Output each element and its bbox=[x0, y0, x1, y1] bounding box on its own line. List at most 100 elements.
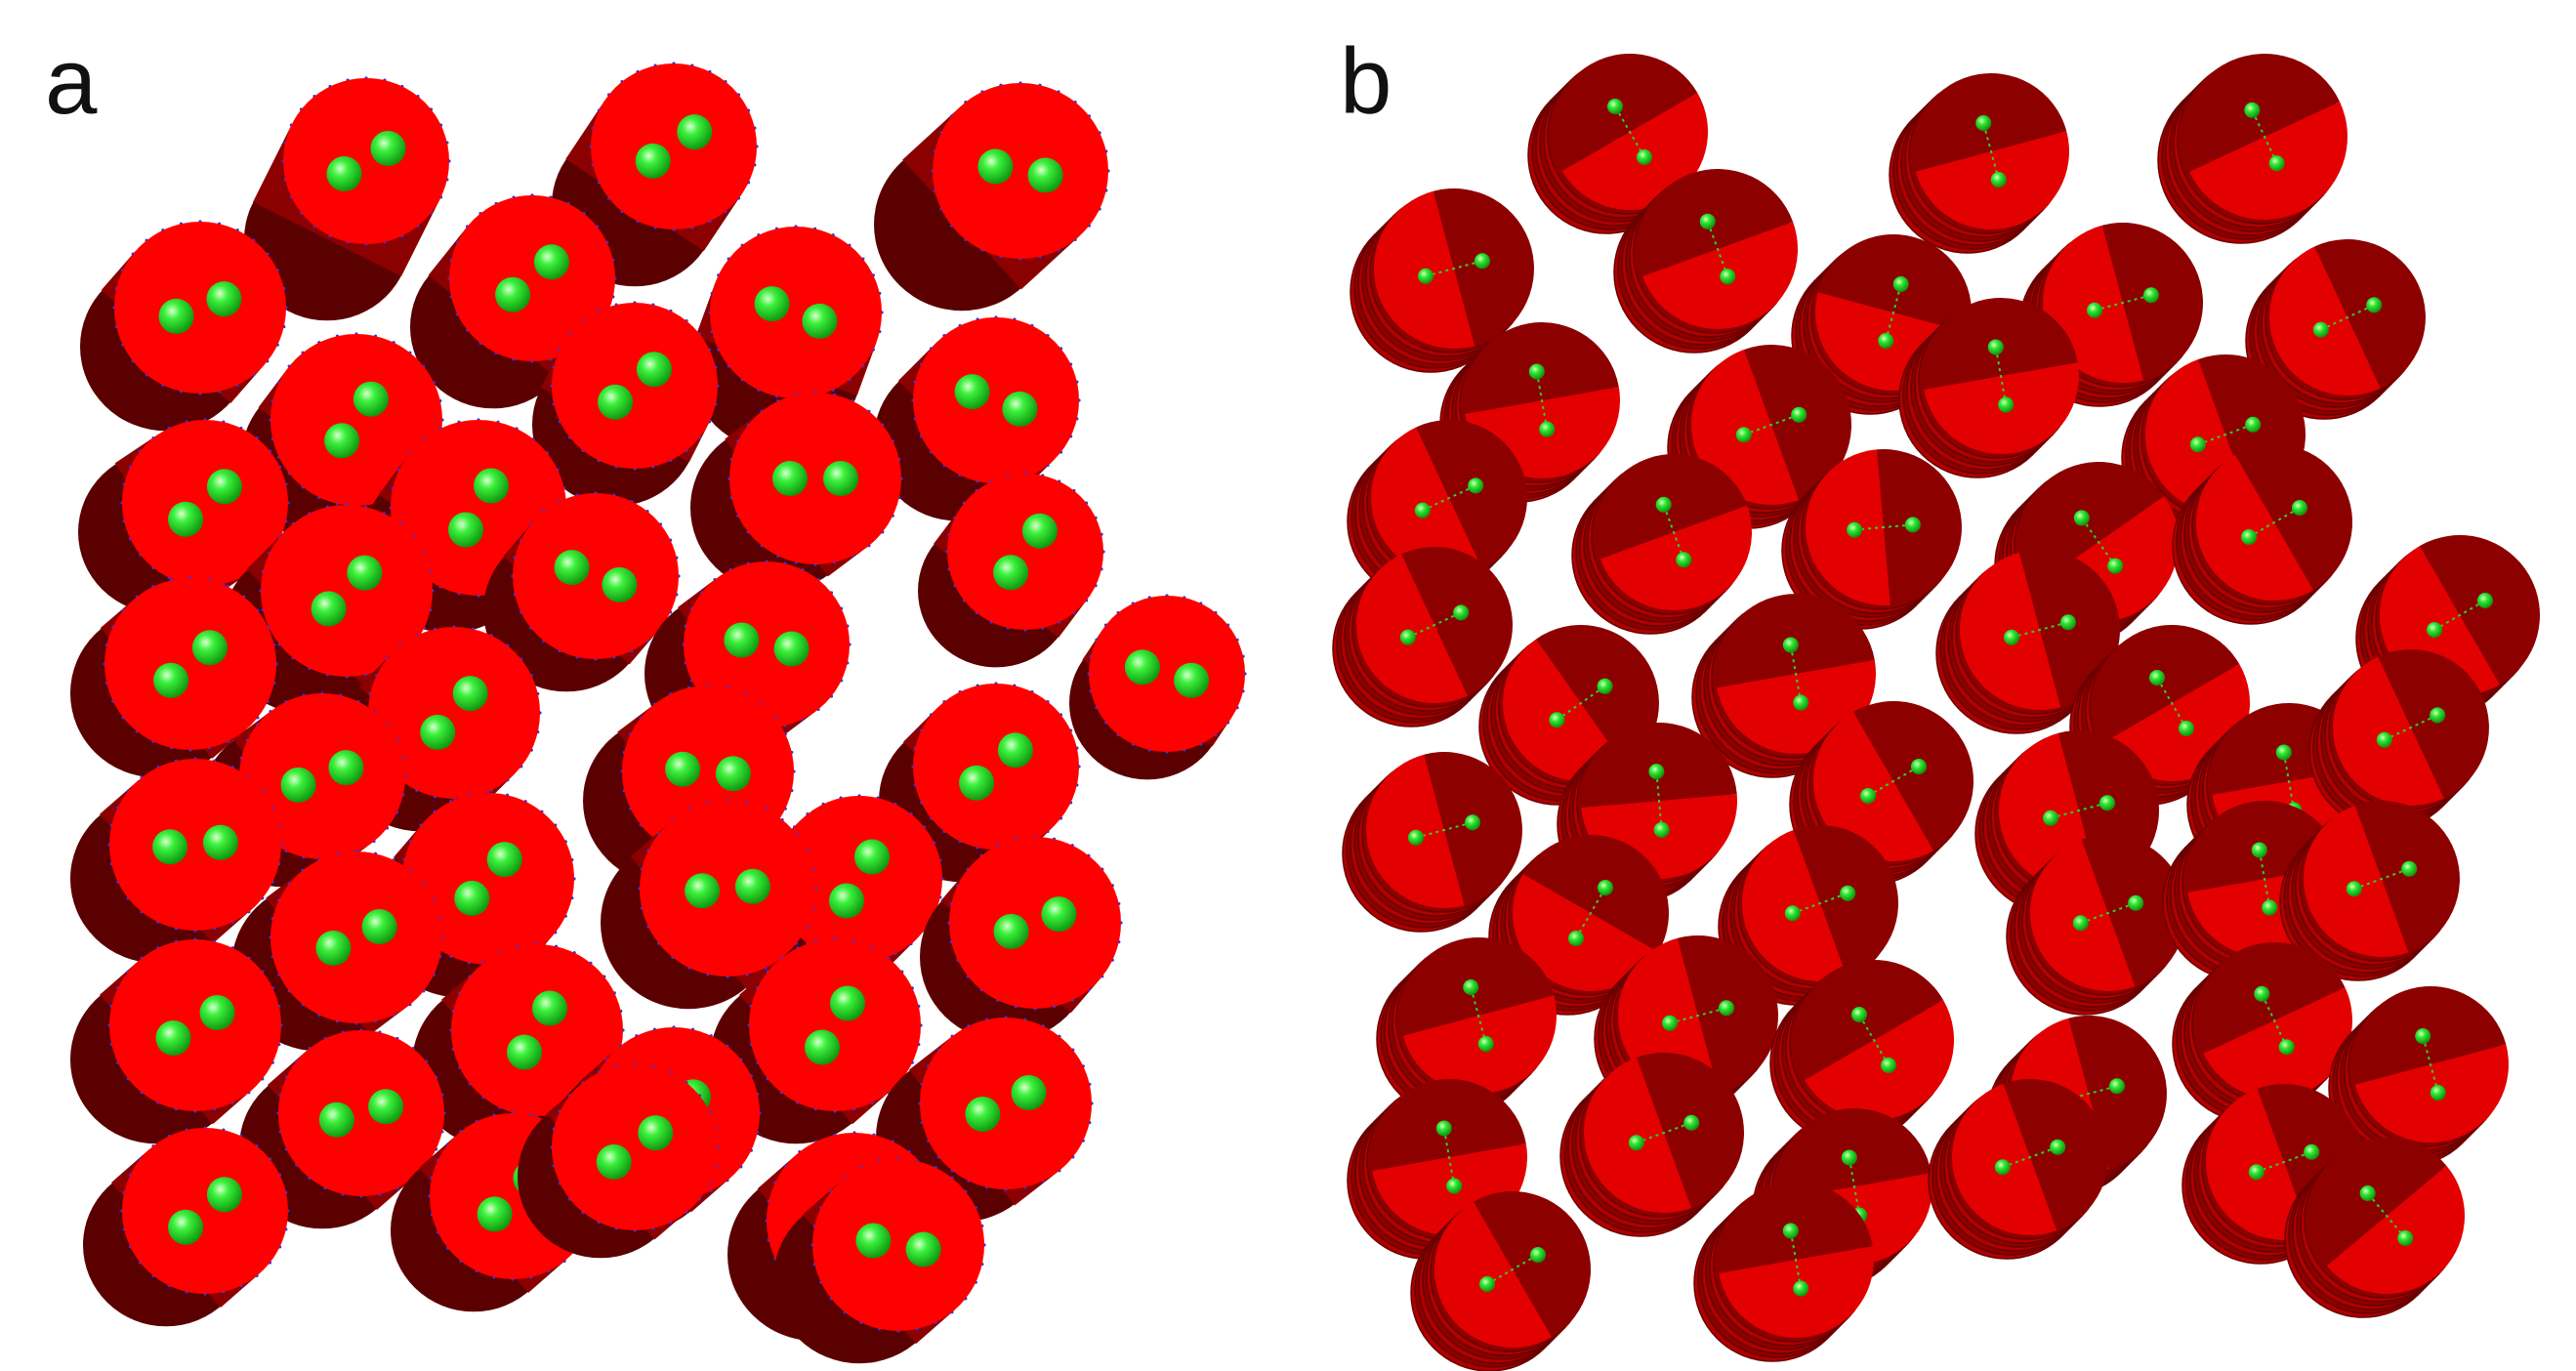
green-sphere bbox=[1174, 662, 1210, 698]
cylinder-particle bbox=[80, 220, 288, 432]
green-sphere bbox=[168, 1209, 204, 1245]
bond-line bbox=[1556, 685, 1606, 722]
cylinder-particle bbox=[690, 391, 903, 593]
green-sphere bbox=[2304, 1143, 2320, 1160]
green-sphere bbox=[2248, 1164, 2264, 1181]
green-sphere bbox=[1782, 637, 1799, 653]
cylinder-top bbox=[949, 837, 1121, 1009]
green-sphere bbox=[1720, 269, 1736, 285]
disc-stack-particle bbox=[1928, 1078, 2108, 1260]
bond-line bbox=[1706, 221, 1729, 277]
disc-stack-particle bbox=[1332, 546, 1513, 727]
green-sphere bbox=[206, 281, 242, 317]
green-sphere bbox=[1987, 339, 2004, 355]
cylinder-top bbox=[104, 578, 276, 750]
cylinder-top bbox=[776, 796, 942, 962]
panel-b-label: b bbox=[1340, 29, 1392, 134]
bond-line bbox=[1789, 644, 1803, 703]
green-sphere bbox=[2251, 842, 2267, 858]
green-sphere bbox=[855, 1223, 892, 1259]
cylinder-top bbox=[449, 195, 615, 361]
cylinder-top bbox=[261, 505, 433, 677]
disc-half-light bbox=[2206, 1088, 2311, 1240]
disc-half-light bbox=[1371, 427, 1482, 576]
green-sphere bbox=[353, 381, 389, 417]
cylinder-particle bbox=[70, 576, 278, 778]
green-sphere bbox=[477, 1196, 513, 1232]
green-sphere bbox=[206, 469, 242, 505]
disc-stack-particle bbox=[1898, 298, 2079, 478]
green-sphere bbox=[2087, 302, 2103, 318]
green-sphere bbox=[905, 1231, 941, 1267]
green-sphere bbox=[370, 131, 406, 166]
green-sphere bbox=[1474, 253, 1490, 270]
cylinder-particle bbox=[552, 62, 759, 287]
bond-line bbox=[1867, 766, 1920, 797]
cylinder-top bbox=[591, 63, 757, 229]
green-sphere bbox=[202, 824, 238, 860]
green-sphere bbox=[636, 352, 672, 388]
disc-stack-particle bbox=[1691, 594, 1876, 778]
green-sphere bbox=[1021, 513, 1058, 549]
disc-half-dark bbox=[2094, 625, 2240, 742]
cylinder-top bbox=[710, 227, 882, 398]
green-sphere bbox=[152, 829, 188, 865]
cylinder-particle bbox=[412, 942, 625, 1149]
green-sphere bbox=[2312, 321, 2329, 338]
cylinder-particle bbox=[410, 193, 617, 409]
disc-stack-particle bbox=[2308, 649, 2489, 830]
green-sphere bbox=[1027, 157, 1063, 193]
disc-half-light bbox=[1513, 874, 1659, 991]
disc-half-light bbox=[2333, 656, 2444, 806]
green-sphere bbox=[1453, 604, 1470, 621]
bond-line bbox=[2384, 714, 2438, 741]
cylinder-particle bbox=[773, 1157, 986, 1364]
cylinder-particle bbox=[918, 472, 1105, 668]
green-sphere bbox=[1446, 1178, 1463, 1194]
green-sphere bbox=[554, 550, 590, 586]
cylinder-top bbox=[451, 944, 623, 1116]
cylinder-top bbox=[122, 1128, 288, 1294]
green-sphere bbox=[1676, 552, 1692, 568]
green-sphere bbox=[454, 880, 490, 916]
green-sphere bbox=[638, 1115, 674, 1151]
cylinder-particle bbox=[231, 850, 444, 1052]
cylinder-particle bbox=[483, 491, 681, 692]
bond-line bbox=[1743, 413, 1800, 436]
green-sphere bbox=[311, 591, 347, 627]
green-sphere bbox=[1904, 517, 1921, 533]
disc-stack-particle bbox=[1718, 825, 1898, 1006]
green-sphere bbox=[2278, 1039, 2295, 1056]
green-sphere bbox=[1549, 712, 1565, 728]
cylinder-top bbox=[513, 493, 679, 659]
bond-line bbox=[2261, 993, 2288, 1048]
green-sphere bbox=[2415, 1028, 2431, 1045]
cylinder-top bbox=[278, 1030, 444, 1196]
green-sphere bbox=[1598, 880, 1613, 896]
green-sphere bbox=[1784, 905, 1801, 922]
bond-line bbox=[1982, 122, 2000, 181]
disc-stack-particle bbox=[1559, 1053, 1744, 1237]
green-sphere bbox=[280, 767, 316, 803]
disc-stack-particle bbox=[2006, 835, 2186, 1016]
green-sphere bbox=[2397, 1229, 2414, 1246]
green-sphere bbox=[2043, 810, 2059, 826]
disc-half-light bbox=[2326, 1165, 2465, 1294]
green-sphere bbox=[2427, 622, 2443, 638]
green-sphere bbox=[2108, 1078, 2125, 1095]
cylinder-top bbox=[552, 303, 718, 469]
green-sphere bbox=[2241, 529, 2258, 545]
green-sphere bbox=[1435, 1120, 1452, 1137]
green-sphere bbox=[1841, 1149, 1857, 1166]
bond-line bbox=[1848, 1157, 1861, 1216]
bond-line bbox=[2251, 109, 2278, 164]
bond-line bbox=[2080, 901, 2137, 925]
bond-line bbox=[2197, 423, 2254, 446]
bond-line bbox=[2094, 294, 2152, 312]
green-sphere bbox=[2476, 593, 2493, 608]
bond-line bbox=[2002, 1145, 2058, 1169]
cylinder-top bbox=[913, 684, 1079, 850]
green-sphere bbox=[965, 1096, 1001, 1132]
green-sphere bbox=[347, 555, 383, 591]
cylinder-top bbox=[913, 317, 1079, 483]
